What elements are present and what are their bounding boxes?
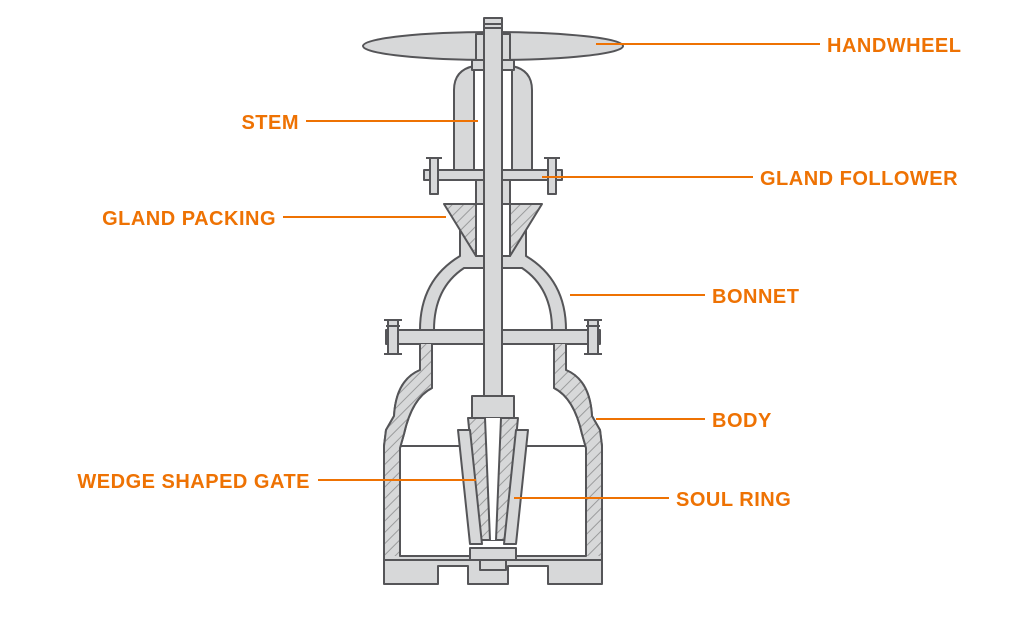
label-handwheel: HANDWHEEL	[827, 35, 962, 58]
label-wedge-shaped-gate: WEDGE SHAPED GATE	[77, 471, 310, 494]
label-body: BODY	[712, 410, 772, 433]
label-soul-ring: SOUL RING	[676, 489, 791, 512]
diagram-canvas: HANDWHEEL STEM GLAND FOLLOWER GLAND PACK…	[0, 0, 1025, 625]
label-stem: STEM	[241, 112, 299, 135]
label-bonnet: BONNET	[712, 286, 799, 309]
callout-lines	[0, 0, 1025, 625]
label-gland-packing: GLAND PACKING	[102, 208, 276, 231]
label-gland-follower: GLAND FOLLOWER	[760, 168, 958, 191]
